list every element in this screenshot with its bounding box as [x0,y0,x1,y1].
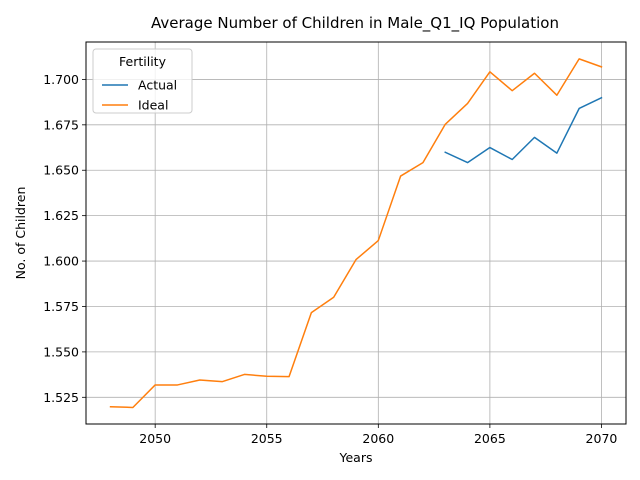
legend-label-ideal: Ideal [138,98,168,113]
chart-title: Average Number of Children in Male_Q1_IQ… [151,14,559,33]
y-tick-label: 1.700 [43,72,79,87]
x-axis-label: Years [339,450,373,465]
x-tick-label: 2060 [362,431,394,446]
x-tick-label: 2070 [586,431,618,446]
y-tick-label: 1.600 [43,254,79,269]
y-tick-label: 1.625 [43,208,79,223]
x-tick-label: 2065 [474,431,506,446]
x-tick-label: 2050 [139,431,171,446]
y-tick-label: 1.650 [43,163,79,178]
y-tick-label: 1.575 [43,299,79,314]
y-tick-label: 1.525 [43,390,79,405]
legend-title: Fertility [119,54,167,69]
legend-label-actual: Actual [138,78,177,93]
x-tick-label: 2055 [251,431,283,446]
y-tick-label: 1.675 [43,117,79,132]
legend: Fertility Actual Ideal [93,49,192,113]
y-tick-label: 1.550 [43,344,79,359]
y-axis-label: No. of Children [13,187,28,280]
